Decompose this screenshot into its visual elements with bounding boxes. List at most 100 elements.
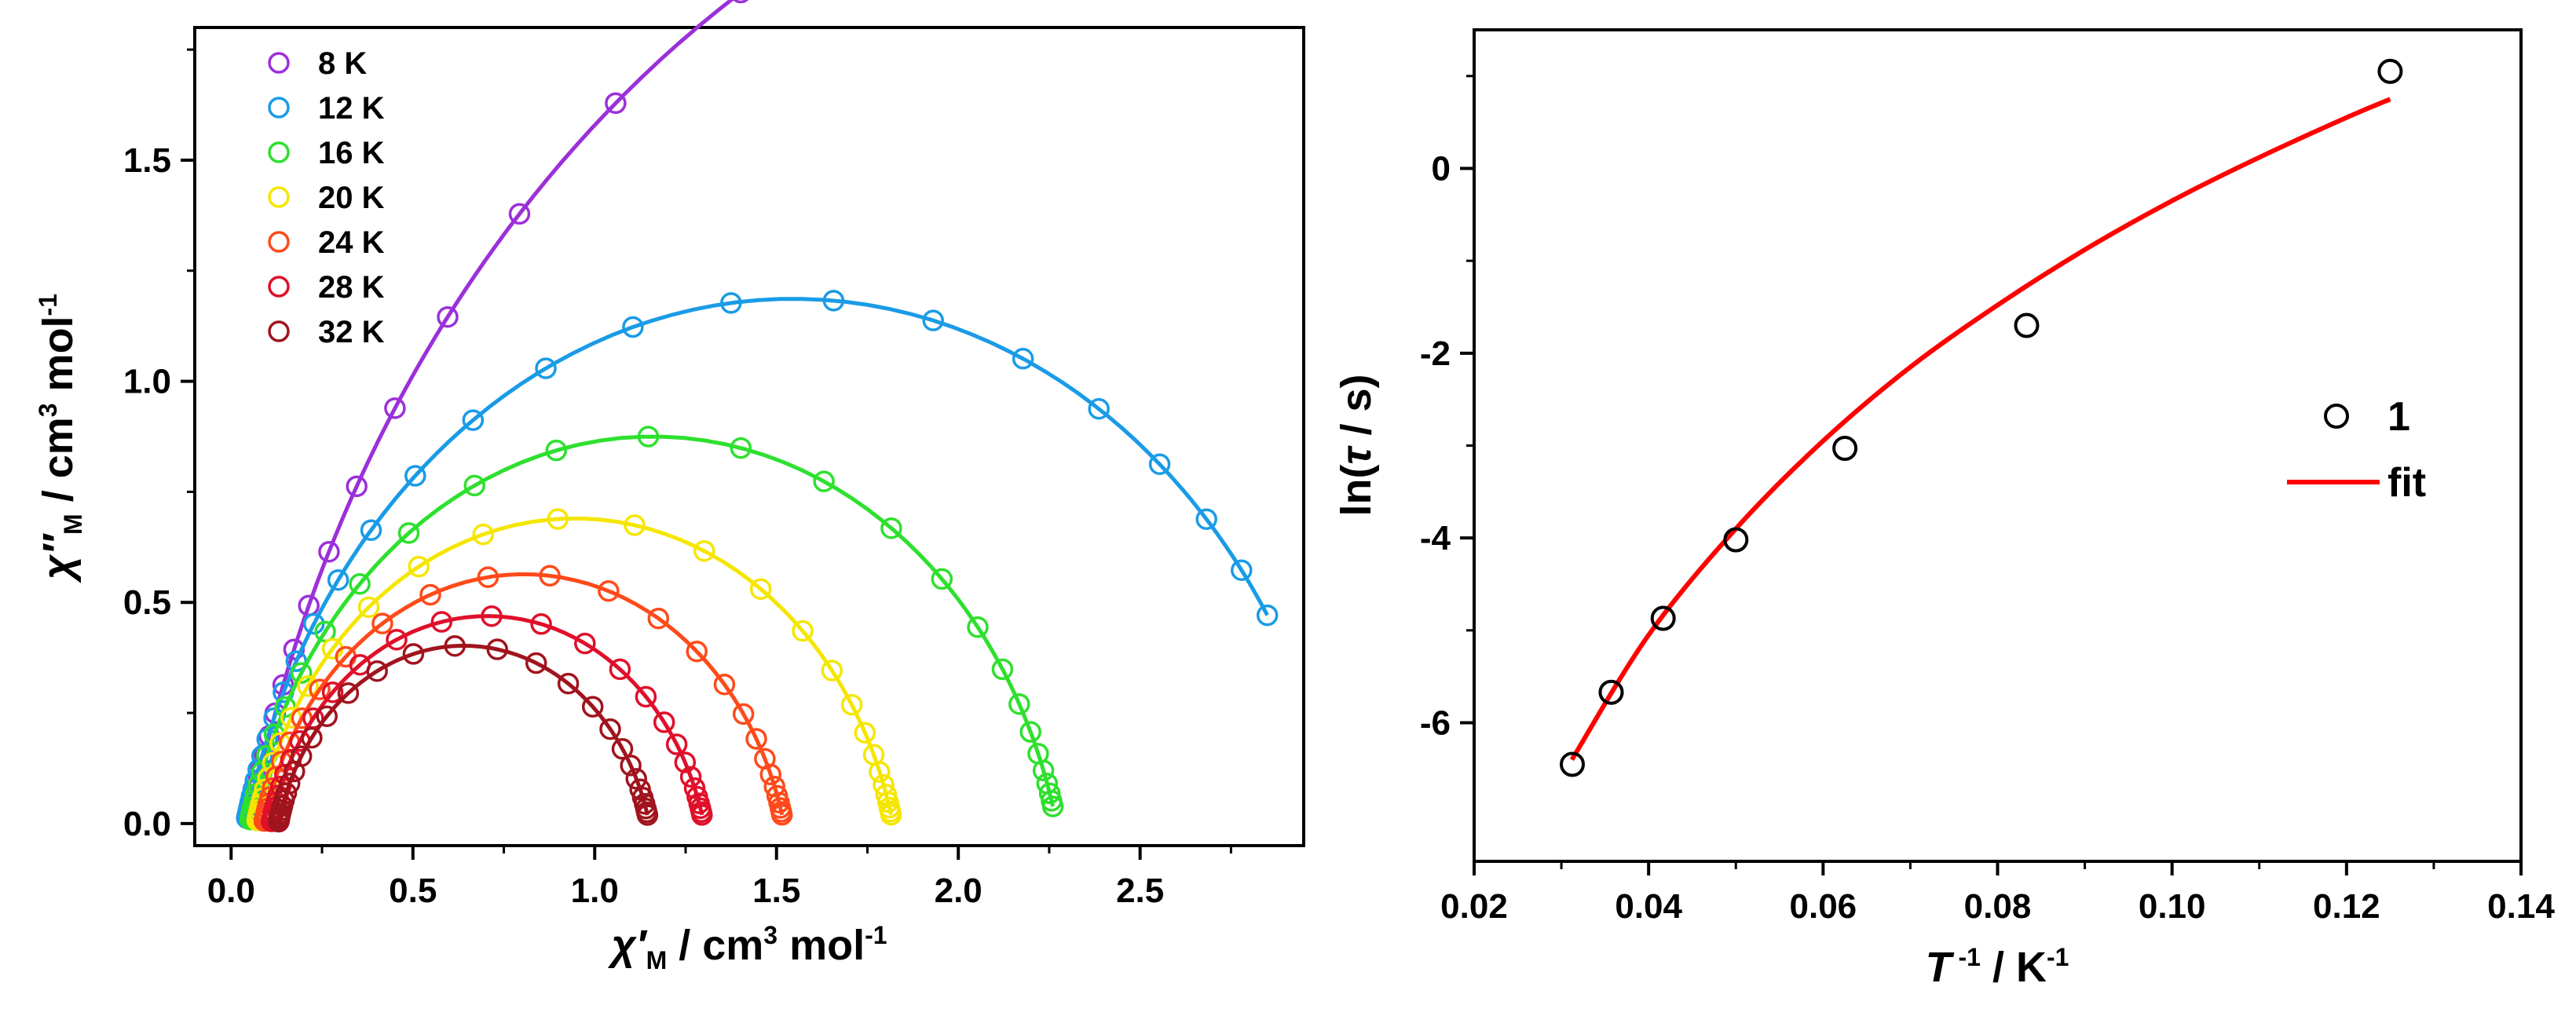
data-point: [297, 675, 319, 697]
data-point: [346, 475, 368, 498]
legend-marker-1: [2324, 404, 2349, 429]
data-point: [508, 203, 531, 225]
y-tick-label: 1.5: [123, 141, 171, 180]
y-tick-label: 1.0: [123, 363, 171, 401]
data-point: [679, 766, 702, 788]
y-tick-label: -2: [1420, 334, 1451, 373]
data-point: [609, 658, 631, 681]
right-y-axis-title: ln(τ / s): [1333, 374, 1380, 516]
data-point: [1231, 559, 1253, 581]
data-point: [318, 540, 340, 563]
data-point: [693, 539, 715, 562]
data-point: [683, 777, 706, 799]
legend-label: 16 K: [318, 136, 385, 170]
left-plot-frame: [193, 26, 1305, 847]
data-point: [321, 681, 344, 704]
data-point: [530, 613, 552, 635]
data-point: [472, 523, 494, 546]
data-point: [535, 357, 557, 379]
data-point: [629, 778, 651, 801]
data-point: [371, 612, 393, 634]
right-axis-ticks: 0.02 0.04 0.06 0.08 0.10 0.12 0.14 -6 -4 -2 0: [1420, 75, 2555, 926]
data-point: [1036, 773, 1059, 795]
data-point: [404, 465, 426, 487]
data-point: [1027, 743, 1049, 765]
data-point: [1012, 348, 1034, 370]
legend-label-fit: fit: [2388, 460, 2426, 506]
data-point: [605, 92, 627, 115]
data-point: [792, 619, 814, 642]
data-point: [686, 640, 708, 663]
data-point: [763, 775, 785, 798]
data-point: [290, 662, 313, 684]
left-x-axis-title: χ′M / cm3 mol-1: [607, 921, 887, 974]
y-tick-label: 0: [1432, 150, 1451, 188]
right-data-marks: [1560, 58, 2403, 777]
data-point: [437, 305, 459, 328]
data-point: [653, 711, 675, 733]
data-point: [674, 751, 697, 773]
data-point: [686, 785, 708, 808]
data-point: [1650, 605, 1676, 631]
data-point: [862, 744, 885, 766]
data-point: [337, 682, 360, 704]
y-tick-label: 0.5: [123, 583, 171, 622]
data-point: [1148, 453, 1171, 475]
data-point: [730, 437, 752, 459]
data-point: [620, 755, 642, 777]
data-point: [581, 696, 604, 718]
data-point: [625, 768, 647, 790]
legend-label: 24 K: [318, 225, 385, 260]
y-tick-label: -6: [1420, 704, 1451, 743]
data-point: [397, 522, 420, 544]
data-point: [462, 409, 485, 431]
data-point: [931, 568, 953, 590]
legend-label: 28 K: [318, 270, 385, 305]
x-tick-label: 2.0: [935, 872, 982, 910]
data-point: [419, 583, 441, 606]
right-legend: 1 fit: [2287, 394, 2426, 506]
data-point: [557, 672, 580, 695]
data-point: [1038, 782, 1061, 805]
fit-curve-16k: [247, 434, 1056, 823]
data-point: [1256, 604, 1279, 627]
data-point: [525, 652, 547, 674]
x-tick-label: 0.14: [2487, 887, 2555, 926]
data-point: [2377, 58, 2403, 84]
x-tick-label: 0.5: [389, 872, 437, 910]
data-point: [813, 470, 835, 492]
data-point: [821, 660, 843, 682]
data-point: [967, 616, 989, 638]
data-point: [766, 784, 789, 807]
y-tick-label: 0.0: [123, 805, 171, 843]
data-point: [611, 738, 634, 760]
data-point: [635, 685, 657, 708]
data-point: [309, 678, 331, 700]
data-point: [880, 517, 902, 539]
data-point: [463, 474, 485, 497]
data-point: [840, 693, 863, 716]
data-point: [574, 632, 596, 655]
legend-marker: [268, 52, 290, 74]
data-point: [991, 658, 1014, 681]
left-chart: 0.0 0.5 1.0 1.5 2.0 2.5 0.0 0.5 1.0 1.5 8 K 12 K 16…: [34, 0, 1305, 974]
x-tick-label: 0.02: [1440, 887, 1508, 926]
legend-label: 32 K: [318, 315, 385, 349]
data-point: [749, 578, 772, 600]
data-point: [444, 634, 466, 657]
data-point: [637, 426, 660, 448]
data-point: [268, 810, 290, 833]
data-point: [624, 514, 646, 536]
data-point: [327, 568, 349, 591]
data-point: [754, 747, 776, 770]
left-data-marks: [236, 0, 1279, 833]
data-point: [873, 773, 895, 796]
legend-marker: [268, 141, 290, 163]
data-point: [402, 643, 425, 665]
data-point: [822, 290, 845, 312]
x-tick-label: 0.04: [1615, 887, 1682, 926]
right-x-axis-title: T -1 / K-1: [1926, 943, 2069, 991]
data-point: [1088, 397, 1110, 420]
data-point: [598, 579, 620, 602]
data-point: [854, 722, 876, 744]
